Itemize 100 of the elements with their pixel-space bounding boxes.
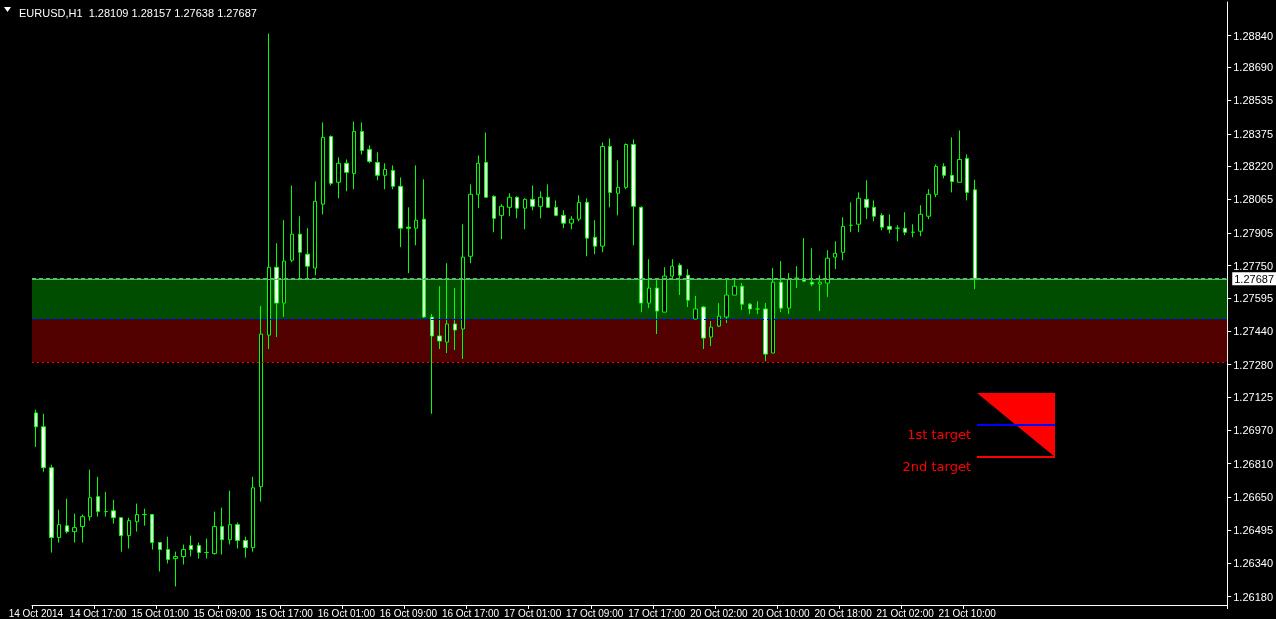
candlestick [375, 151, 380, 181]
x-tick-label: 15 Oct 09:00 [193, 607, 252, 619]
candlestick [329, 134, 333, 186]
candlestick [158, 542, 162, 572]
candlestick [616, 159, 620, 216]
candlestick [360, 121, 364, 155]
candlestick [748, 302, 752, 315]
candlestick [34, 409, 38, 448]
candlestick [344, 159, 349, 192]
chart-title: EURUSD,H1 1.28109 1.28157 1.27638 1.27687 [19, 6, 257, 19]
candlestick [538, 190, 543, 219]
candlestick [492, 194, 496, 233]
y-tick-label: 1.27905 [1233, 226, 1273, 239]
candlestick [96, 476, 100, 518]
candlestick [600, 141, 605, 253]
candlestick [142, 508, 147, 527]
candlestick [127, 517, 131, 549]
candlestick [468, 183, 473, 264]
y-tick-label: 1.26650 [1233, 491, 1273, 504]
candlestick [523, 197, 527, 230]
candlestick [561, 209, 566, 229]
candlestick [693, 295, 698, 320]
x-tick-label: 20 Oct 10:00 [752, 607, 811, 619]
candlestick [856, 191, 861, 233]
y-tick-label: 1.26495 [1233, 524, 1273, 537]
candlestick [391, 164, 395, 190]
candlestick [430, 313, 434, 415]
candlestick [212, 511, 217, 556]
candlestick [554, 199, 558, 217]
candlestick [740, 282, 744, 311]
candlestick [709, 320, 713, 347]
candlestick [398, 176, 403, 248]
candlestick [111, 499, 116, 525]
candlestick [135, 503, 139, 533]
candlestick [80, 514, 85, 544]
y-tick-label: 1.27125 [1233, 391, 1273, 404]
candlestick [57, 509, 61, 544]
x-tick-label: 21 Oct 10:00 [938, 607, 997, 619]
candlestick [383, 162, 387, 190]
candlestick [841, 216, 845, 261]
candlestick [119, 517, 123, 553]
candlestick [926, 188, 931, 220]
candlestick [887, 213, 892, 234]
candlestick [367, 144, 372, 164]
candlestick [406, 206, 411, 274]
x-tick-label: 15 Oct 17:00 [255, 607, 314, 619]
candlestick [701, 305, 706, 350]
x-tick-label: 20 Oct 18:00 [814, 607, 873, 619]
candlestick [950, 136, 954, 193]
candlestick [189, 535, 193, 558]
candlestick [577, 194, 581, 222]
candlestick [585, 197, 589, 257]
candlestick [918, 204, 923, 237]
candlestick [895, 224, 900, 242]
candlestick [507, 192, 512, 217]
y-tick-label: 1.27595 [1233, 292, 1273, 305]
candlestick [864, 179, 869, 220]
candlestick [313, 180, 317, 276]
candlestick [197, 542, 201, 560]
candlestick [957, 129, 962, 183]
y-tick-label: 1.26810 [1233, 457, 1273, 470]
annotation: 2nd target [902, 458, 971, 474]
x-tick-label: 21 Oct 02:00 [876, 607, 935, 619]
candlestick [220, 507, 224, 556]
y-tick-label: 1.27750 [1233, 259, 1273, 272]
candlestick [150, 514, 154, 551]
candlestick [173, 551, 178, 587]
candlestick [259, 305, 263, 503]
candlestick [290, 184, 294, 263]
candlestick [593, 219, 597, 255]
candlestick [243, 536, 248, 559]
candlestick [872, 199, 876, 222]
candlestick [41, 413, 46, 473]
candlestick [414, 164, 418, 246]
y-tick-label: 1.28535 [1233, 94, 1273, 107]
candlestick [88, 469, 92, 522]
candlestick [228, 490, 232, 545]
candlestick [336, 156, 341, 199]
candlestick [631, 138, 636, 246]
ref-line-label: 1.27687 [1234, 272, 1274, 285]
candlestick [880, 212, 884, 231]
candlestick [849, 201, 853, 233]
candlestick [499, 203, 504, 240]
candlestick [942, 162, 946, 179]
candlestick [321, 121, 325, 215]
x-tick-label: 20 Oct 02:00 [690, 607, 748, 619]
x-tick-label: 14 Oct 2014 [8, 607, 64, 619]
annotation: 1st target [907, 426, 971, 442]
candlestick [453, 287, 457, 351]
x-tick-label: 17 Oct 17:00 [628, 607, 686, 619]
candlestick [546, 183, 550, 208]
candlestick [624, 142, 628, 190]
candlestick [608, 137, 612, 208]
y-tick-label: 1.27440 [1233, 324, 1273, 337]
candlestick [437, 285, 442, 350]
y-tick-label: 1.28840 [1233, 29, 1273, 42]
candlestick [476, 154, 480, 209]
y-tick-label: 1.28690 [1233, 61, 1273, 74]
candlestick [484, 132, 488, 198]
candlestick [72, 513, 77, 544]
